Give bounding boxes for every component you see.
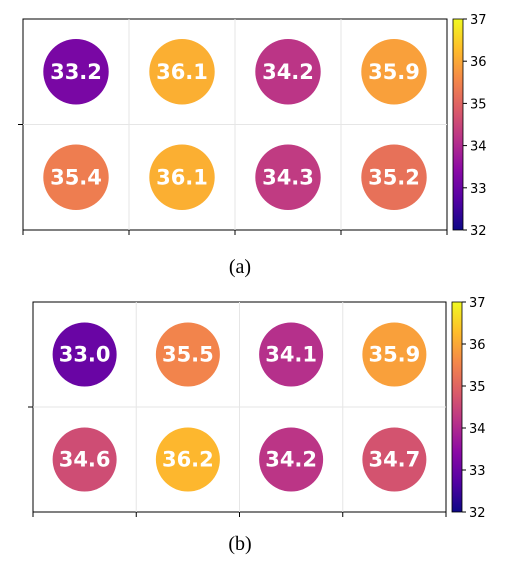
value-circle (155, 322, 220, 387)
colorbar-tick-label: 35 (469, 380, 486, 395)
value-label: 35.9 (368, 343, 420, 367)
value-label: 34.3 (262, 165, 314, 189)
colorbar (452, 18, 464, 231)
value-label: 34.7 (368, 448, 420, 472)
value-circle (362, 427, 427, 492)
value-circle (255, 39, 321, 105)
value-label: 34.1 (265, 343, 317, 367)
colorbar-tick-label: 35 (470, 97, 487, 112)
subfigure-caption: (b) (228, 533, 251, 555)
value-circle (52, 427, 117, 492)
value-circle (43, 39, 109, 105)
colorbar-tick-label: 36 (469, 338, 486, 353)
value-label: 35.5 (162, 343, 214, 367)
value-label: 36.1 (156, 60, 208, 84)
value-label: 36.2 (162, 448, 214, 472)
colorbar-tick-label: 37 (470, 13, 487, 28)
value-label: 34.2 (262, 60, 314, 84)
value-label: 33.2 (50, 60, 102, 84)
colorbar-tick-label: 37 (469, 296, 486, 311)
value-circle (149, 39, 215, 105)
value-circle (259, 322, 324, 387)
value-circle (43, 144, 109, 210)
value-circle (52, 322, 117, 387)
colorbar (451, 301, 463, 513)
value-label: 35.9 (368, 60, 420, 84)
value-circle (259, 427, 324, 492)
value-label: 34.2 (265, 448, 317, 472)
value-circle (155, 427, 220, 492)
colorbar-tick-label: 36 (470, 55, 487, 70)
colorbar-tick-label: 33 (469, 464, 486, 479)
colorbar-tick-label: 33 (470, 182, 487, 197)
value-circle (255, 144, 321, 210)
colorbar-tick-label: 34 (469, 422, 486, 437)
value-circle (362, 322, 427, 387)
colorbar-tick-label: 32 (470, 224, 487, 239)
value-circle (361, 39, 427, 105)
colorbar-tick-label: 32 (469, 506, 486, 521)
value-label: 35.2 (368, 165, 420, 189)
subfigure-caption: (a) (229, 256, 251, 278)
value-circle (149, 144, 215, 210)
value-circle (361, 144, 427, 210)
subplot-a: 33.2 36.1 34.2 35.9 35.4 36.1 34.3 35.2 32 33 34 35… (18, 13, 487, 278)
value-label: 34.6 (59, 448, 111, 472)
value-label: 33.0 (59, 343, 111, 367)
subplot-b: 33.0 35.5 34.1 35.9 34.6 36.2 34.2 34.7 32 33 34 35… (28, 296, 486, 555)
colorbar-tick-label: 34 (470, 140, 487, 155)
value-label: 35.4 (50, 165, 102, 189)
value-label: 36.1 (156, 165, 208, 189)
